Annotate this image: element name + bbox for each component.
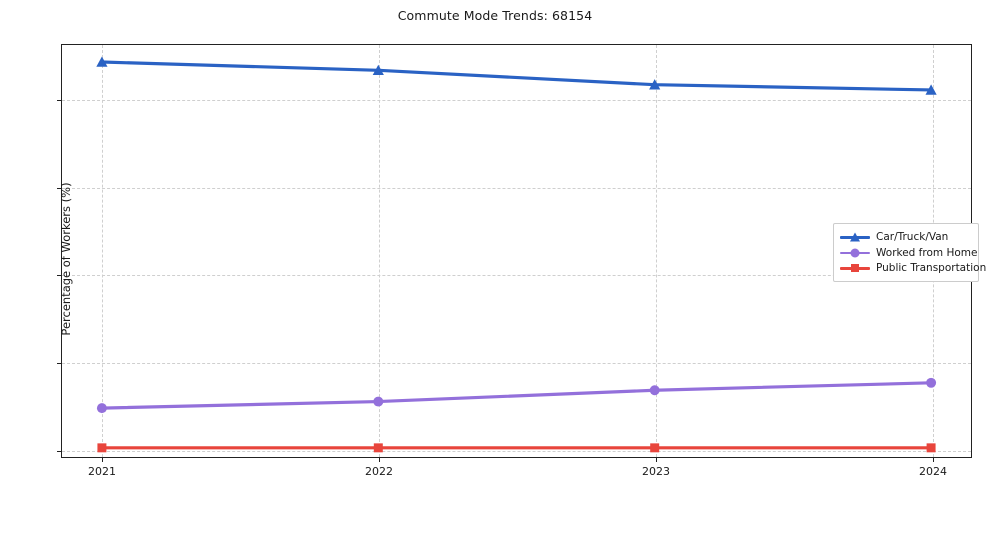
gridline-y-60% <box>62 187 971 189</box>
data-point-circle <box>96 403 107 414</box>
data-point-square <box>926 443 936 453</box>
chart-title: Commute Mode Trends: 68154 <box>397 8 593 23</box>
data-point-square <box>373 443 383 453</box>
x-tick-mark <box>933 457 934 462</box>
legend-swatch-circle-icon <box>840 247 870 259</box>
gridline-y-20% <box>62 362 971 364</box>
legend-label: Worked from Home <box>876 246 978 259</box>
y-tick-mark <box>57 450 62 452</box>
chart-figure: Commute Mode Trends: 68154 0%20%40%60%80… <box>57 8 986 478</box>
data-point-square <box>97 443 107 453</box>
x-tick-mark <box>102 457 103 462</box>
legend-item-public-transportation[interactable]: Public Transportation <box>840 261 986 276</box>
x-tick-label-2022: 2022 <box>365 465 393 478</box>
y-axis-label: Percentage of Workers (%) <box>59 182 73 336</box>
x-tick-label-2021: 2021 <box>88 465 116 478</box>
gridline-y-80% <box>62 99 971 101</box>
gridline-y-40% <box>62 275 971 277</box>
legend-swatch-square-icon <box>840 262 870 274</box>
data-point-circle <box>373 396 384 407</box>
gridline-x-2023 <box>656 45 657 457</box>
data-point-triangle <box>925 84 937 95</box>
y-tick-mark <box>57 99 62 101</box>
gridline-y-0% <box>62 450 971 452</box>
y-tick-mark <box>57 275 62 277</box>
x-tick-label-2024: 2024 <box>919 465 947 478</box>
gridline-x-2021 <box>102 45 103 457</box>
gridline-x-2022 <box>379 45 380 457</box>
legend-label: Public Transportation <box>876 262 987 274</box>
legend-swatch-triangle-icon <box>840 231 870 243</box>
series-plot <box>96 56 937 453</box>
series-line-worked-from-home <box>100 381 933 410</box>
legend-label: Car/Truck/Van <box>876 231 949 243</box>
series-line-car-truck-van <box>100 60 933 92</box>
data-point-circle <box>649 385 660 396</box>
data-point-triangle <box>96 56 108 67</box>
y-tick-mark <box>57 187 62 189</box>
legend-item-worked-from-home[interactable]: Worked from Home <box>840 245 977 260</box>
y-tick-mark <box>57 362 62 364</box>
chart-legend: Car/Truck/Van Worked from Home Public Tran… <box>833 223 986 282</box>
x-tick-mark <box>656 457 657 462</box>
data-point-circle <box>926 377 937 388</box>
legend-item-car-truck-van[interactable]: Car/Truck/Van <box>840 230 971 245</box>
data-point-triangle <box>649 79 661 90</box>
data-point-triangle <box>372 64 384 76</box>
x-tick-label-2023: 2023 <box>642 465 670 478</box>
x-tick-mark <box>379 457 380 462</box>
data-point-square <box>650 443 660 453</box>
